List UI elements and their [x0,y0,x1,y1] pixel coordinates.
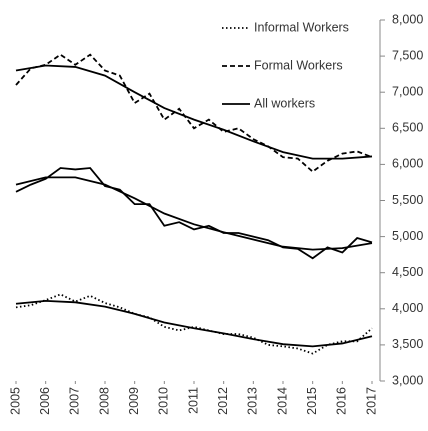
y-tick-label: 5,000 [392,229,423,243]
x-tick-label: 2005 [8,387,22,415]
series-line [15,299,373,348]
x-tick-label: 2007 [68,387,82,415]
y-tick-label: 4,000 [392,301,423,315]
legend-label: Informal Workers [254,20,349,34]
x-tick-label: 2016 [335,387,349,415]
x-tick-label: 2014 [275,387,289,415]
x-tick-label: 2011 [186,387,200,414]
series-line [15,64,373,160]
series-line [15,167,373,260]
y-tick-label: 6,500 [392,121,423,135]
x-tick-label: 2010 [157,387,171,415]
legend-label: All workers [254,96,315,110]
y-tick-label: 3,000 [392,373,423,387]
y-tick-label: 6,000 [392,157,423,171]
series-line [15,293,373,355]
x-tick-label: 2009 [127,387,141,415]
x-tick-label: 2017 [364,387,378,415]
x-tick-label: 2008 [97,387,111,415]
y-tick-label: 3,500 [392,337,423,351]
y-tick-label: 5,500 [392,193,423,207]
y-tick-label: 8,000 [392,12,423,26]
series-line [15,176,373,251]
x-tick-label: 2015 [305,387,319,415]
x-tick-label: 2006 [38,387,52,415]
x-tick-label: 2012 [216,387,230,415]
x-tick-label: 2013 [246,387,260,415]
legend-label: Formal Workers [254,58,343,72]
y-tick-label: 4,500 [392,265,423,279]
y-tick-label: 7,000 [392,84,423,98]
y-tick-label: 7,500 [392,48,423,62]
series-line [15,53,373,173]
